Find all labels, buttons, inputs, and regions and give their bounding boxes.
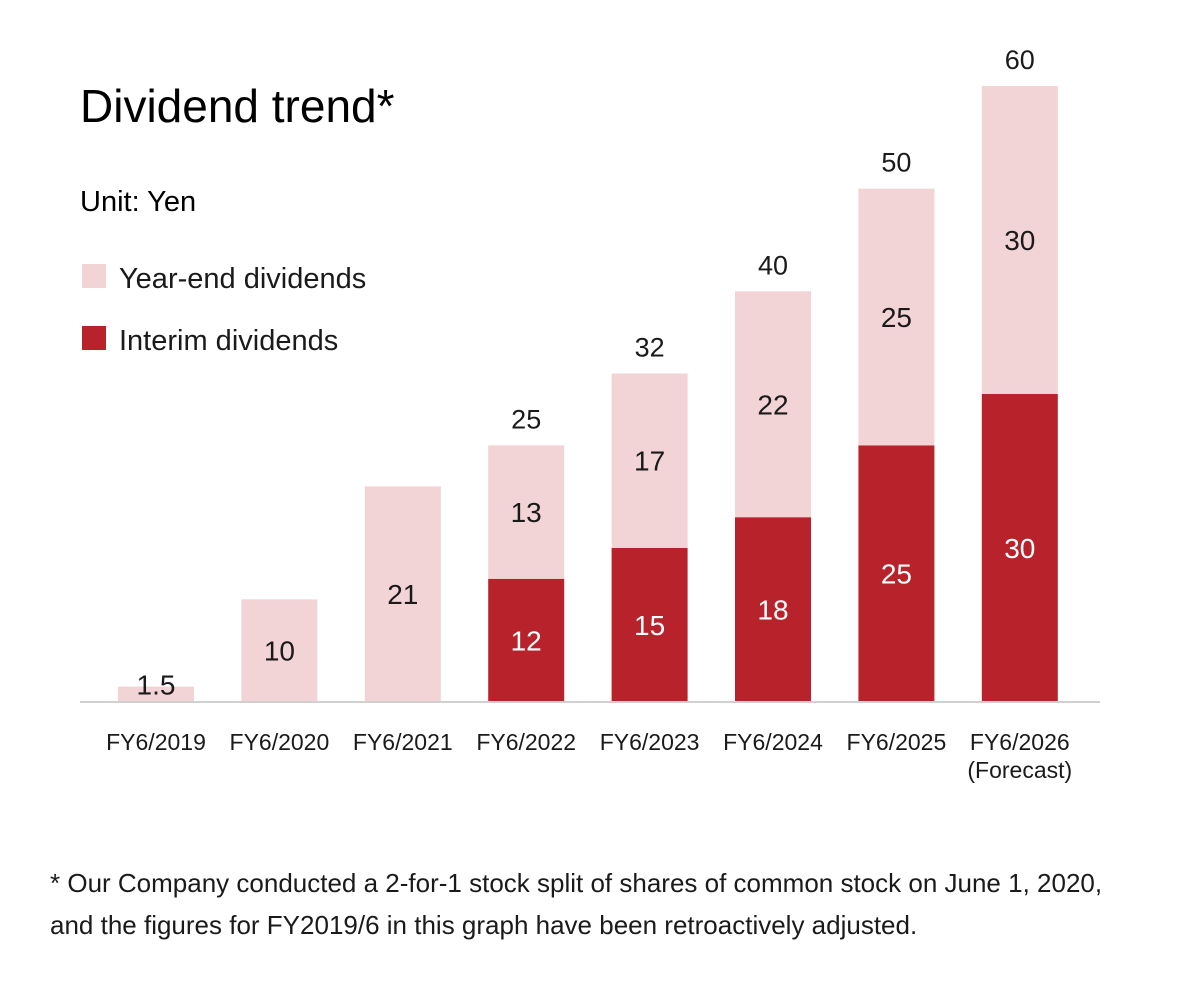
bar-interim-FY6-2026 xyxy=(981,394,1058,702)
segment-label: 10 xyxy=(264,636,295,667)
total-label: 60 xyxy=(1005,45,1035,75)
segment-label: 18 xyxy=(757,595,788,626)
legend-label: Interim dividends xyxy=(119,325,338,357)
x-tick-label: FY6/2023 xyxy=(600,729,700,755)
x-tick-label: FY6/2025 xyxy=(847,729,947,755)
bar-group: 1.5 10 21 12 13 25 15 17 32 18 22 40 25 25 50 30 30 60 xyxy=(118,45,1058,702)
segment-label: 25 xyxy=(881,302,912,333)
bar-year-end-FY6-2019 xyxy=(118,686,194,702)
total-label: 40 xyxy=(758,250,788,280)
segment-label: 1.5 xyxy=(137,670,176,701)
x-tick-label: FY6/2020 xyxy=(230,729,330,755)
legend: Year-end dividends Interim dividends xyxy=(82,263,366,357)
x-tick-sublabel: (Forecast) xyxy=(967,757,1072,783)
segment-label: 21 xyxy=(387,579,418,610)
segment-label: 17 xyxy=(634,446,665,477)
segment-label: 22 xyxy=(757,389,788,420)
segment-label: 25 xyxy=(881,559,912,590)
legend-label: Year-end dividends xyxy=(119,263,366,295)
x-tick-label: FY6/2019 xyxy=(106,729,206,755)
bar-year-end-FY6-2023 xyxy=(611,373,688,548)
bar-interim-FY6-2025 xyxy=(858,445,935,702)
unit-label: Unit: Yen xyxy=(80,186,196,218)
footnote: * Our Company conducted a 2-for-1 stock … xyxy=(50,868,1103,940)
legend-swatch xyxy=(82,264,106,288)
x-tick-label: FY6/2021 xyxy=(353,729,453,755)
x-tick-label: FY6/2026 xyxy=(970,729,1070,755)
total-label: 25 xyxy=(511,404,541,434)
bar-year-end-FY6-2020 xyxy=(241,599,318,702)
segment-label: 12 xyxy=(511,625,542,656)
segment-label: 13 xyxy=(511,497,542,528)
bar-year-end-FY6-2025 xyxy=(858,188,935,446)
segment-label: 15 xyxy=(634,610,665,641)
segment-label: 30 xyxy=(1004,533,1035,564)
chart-title: Dividend trend* xyxy=(80,80,395,132)
x-tick-labels: FY6/2019 FY6/2020 FY6/2021 FY6/2022 FY6/2023… xyxy=(106,729,1072,783)
bar-interim-FY6-2024 xyxy=(735,517,811,702)
bar-year-end-FY6-2021 xyxy=(364,486,441,702)
bar-interim-FY6-2023 xyxy=(611,548,688,702)
total-label: 32 xyxy=(635,332,665,362)
segment-label: 30 xyxy=(1004,225,1035,256)
total-label: 50 xyxy=(881,148,911,178)
bar-year-end-FY6-2022 xyxy=(488,445,565,579)
bar-interim-FY6-2022 xyxy=(488,578,565,702)
x-tick-label: FY6/2024 xyxy=(723,729,823,755)
x-tick-label: FY6/2022 xyxy=(476,729,576,755)
legend-swatch xyxy=(82,326,106,350)
bar-year-end-FY6-2026 xyxy=(981,86,1058,394)
bar-year-end-FY6-2024 xyxy=(735,291,811,518)
